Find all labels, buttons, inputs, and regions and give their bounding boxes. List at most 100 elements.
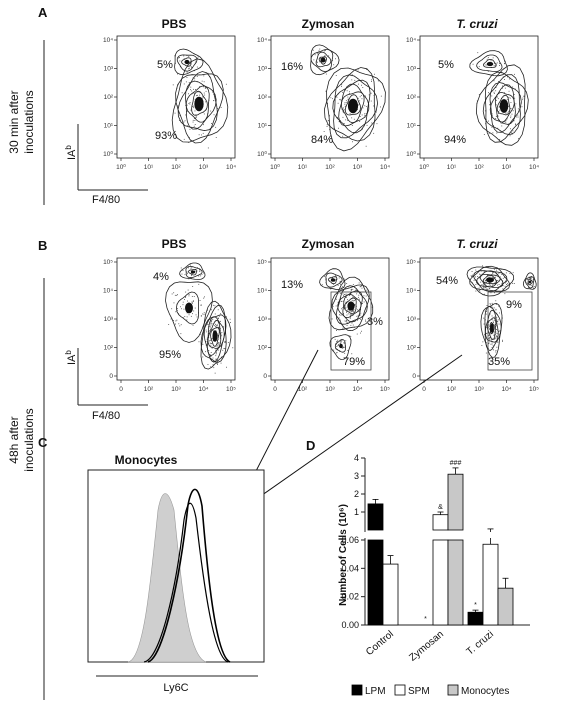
panel-c-histogram: Monocytes Ly6C — [87, 453, 265, 694]
bar-chart-ytick-lower: 0.02 — [341, 592, 359, 602]
flow-x-tick-label: 10² — [171, 164, 181, 171]
panel-b-label: B — [38, 238, 47, 253]
flow-gate-box — [330, 291, 372, 371]
flow-y-tick-label: 10⁴ — [257, 288, 267, 295]
panel-b-plot-title: Zymosan — [302, 237, 355, 251]
histogram-title: Monocytes — [115, 453, 178, 467]
flow-x-tick-label: 10² — [144, 386, 154, 393]
bar-spm-1-lower — [432, 539, 449, 626]
legend-swatch-spm — [394, 684, 406, 696]
flow-x-tick-label: 10⁴ — [198, 386, 208, 393]
bar-chart-ylabel: Number of Cells (10⁶) — [338, 504, 349, 606]
flow-x-tick-label: 10¹ — [144, 164, 154, 171]
bar-chart-annotation: ### — [450, 460, 462, 467]
flow-x-tick-label: 10⁴ — [529, 164, 539, 171]
flow-x-tick-label: 10⁵ — [380, 386, 390, 393]
panel-b-x-marker: F4/80 — [92, 410, 120, 422]
bar-monocytes-1-lower — [447, 539, 464, 626]
flow-pct-top: 5% — [157, 59, 173, 71]
flow-y-tick-label: 10⁴ — [406, 288, 416, 295]
panel-c-label: C — [38, 435, 48, 450]
flow-pct-top: 16% — [281, 61, 303, 73]
flow-pct-right: 3% — [367, 316, 383, 328]
flow-y-tick-label: 10² — [104, 94, 114, 101]
flow-y-tick-label: 0 — [412, 373, 416, 380]
flow-y-tick-label: 10² — [258, 94, 268, 101]
panel-a-x-marker: F4/80 — [92, 194, 120, 206]
bar-chart-ytick-upper: 3 — [354, 471, 359, 481]
flow-pct-bottom: 94% — [444, 134, 466, 146]
flow-pct-bottom: 79% — [343, 356, 365, 368]
flow-y-tick-label: 10³ — [407, 316, 417, 323]
sample-histogram-line-2 — [143, 502, 229, 663]
flow-x-tick-label: 10⁴ — [501, 386, 511, 393]
flow-x-tick-label: 10³ — [199, 164, 209, 171]
flow-y-tick-label: 10² — [104, 345, 114, 352]
legend-swatch-lpm — [351, 684, 363, 696]
bar-chart-category-label: Control — [364, 629, 396, 658]
flow-x-tick-label: 10¹ — [447, 164, 457, 171]
flow-y-tick-label: 10⁰ — [257, 150, 267, 158]
row-bc-side-label-2: inoculations — [22, 408, 36, 471]
flow-contours — [319, 268, 374, 360]
flow-y-tick-label: 10² — [407, 345, 417, 352]
flow-y-tick-label: 10³ — [104, 316, 114, 323]
bar-chart-annotation: * — [474, 602, 477, 609]
flow-pct-top: 13% — [281, 279, 303, 291]
flow-y-tick-label: 10² — [258, 345, 268, 352]
flow-x-tick-label: 10¹ — [298, 164, 308, 171]
bar-chart-ytick-upper: 1 — [354, 507, 359, 517]
flow-x-tick-label: 10² — [325, 164, 335, 171]
control-histogram-fill — [127, 493, 207, 663]
panel-a-y-marker: IAb — [64, 145, 78, 160]
flow-y-tick-label: 10⁵ — [257, 259, 267, 266]
sample-histogram-line-1 — [147, 488, 231, 663]
panel-a-axis-marker: IAb F4/80 — [64, 124, 148, 206]
flow-y-tick-label: 10³ — [104, 66, 114, 73]
flow-x-tick-label: 10⁰ — [116, 163, 126, 171]
flow-x-tick-label: 0 — [422, 386, 426, 393]
bar-chart-ytick-lower: 0.04 — [341, 563, 359, 573]
panel-a-plot-pbs: PBS 10⁰ 10¹ 10² 10³ 10⁴ 10⁰ 10¹ 10² 10³ 10⁴ 5% 93% — [103, 17, 236, 171]
flow-x-tick-label: 10³ — [474, 386, 484, 393]
legend-label-lpm: LPM — [365, 686, 386, 697]
flow-x-tick-label: 10⁵ — [529, 386, 539, 393]
bar-chart-ytick-upper: 4 — [354, 453, 359, 463]
flow-y-tick-label: 10² — [407, 94, 417, 101]
flow-y-tick-label: 10¹ — [104, 123, 114, 130]
panel-a-plot-tcruzi: T. cruzi 10⁰ 10¹ 10² 10³ 10⁴ 10⁰ 10¹ 10² 10³ 10⁴ 5… — [406, 17, 539, 171]
flow-x-tick-label: 10⁰ — [419, 163, 429, 171]
flow-contours — [165, 262, 232, 370]
flow-x-tick-label: 10⁴ — [380, 164, 390, 171]
bar-chart-annotation: & — [438, 504, 443, 511]
bar-chart-category-label: T. cruzi — [465, 629, 496, 658]
panel-a-plot-title: PBS — [162, 17, 187, 31]
bar-chart-ytick-lower: 0.00 — [341, 620, 359, 630]
flow-x-tick-label: 10³ — [502, 164, 512, 171]
legend-label-spm: SPM — [408, 686, 430, 697]
panel-b-plot-tcruzi: T. cruzi 0 10² 10³ 10⁴ 10⁵ 0 10² 10³ 10⁴ 10⁵ 54% 35… — [406, 237, 539, 393]
panel-a-label: A — [38, 5, 48, 20]
bar-spm-0 — [382, 563, 399, 626]
flow-x-tick-label: 10³ — [325, 386, 335, 393]
flow-contours — [466, 265, 537, 358]
flow-x-tick-label: 10⁴ — [226, 164, 236, 171]
bar-lpm-2 — [467, 611, 484, 626]
flow-y-tick-label: 10⁴ — [103, 288, 113, 295]
flow-pct-bottom: 93% — [155, 130, 177, 142]
flow-y-tick-label: 10⁴ — [257, 37, 267, 44]
axis-break — [359, 532, 532, 538]
bar-chart-category-label: Zymosan — [407, 629, 446, 664]
flow-x-tick-label: 10⁴ — [352, 386, 362, 393]
flow-y-tick-label: 10⁴ — [406, 37, 416, 44]
bar-monocytes-1 — [447, 473, 464, 531]
legend-swatch-monocytes — [447, 684, 459, 696]
row-bc-side-label-1: 48h after — [7, 416, 21, 463]
panel-b-plot-pbs: PBS 0 10² 10³ 10⁴ 10⁵ 0 10² 10³ 10⁴ 10⁵ 4% 95% — [103, 237, 236, 393]
flow-x-tick-label: 10³ — [353, 164, 363, 171]
flow-y-tick-label: 10⁵ — [406, 259, 416, 266]
flow-y-tick-label: 0 — [263, 373, 267, 380]
flow-y-tick-label: 10¹ — [258, 123, 268, 130]
flow-gate-box — [487, 291, 533, 371]
